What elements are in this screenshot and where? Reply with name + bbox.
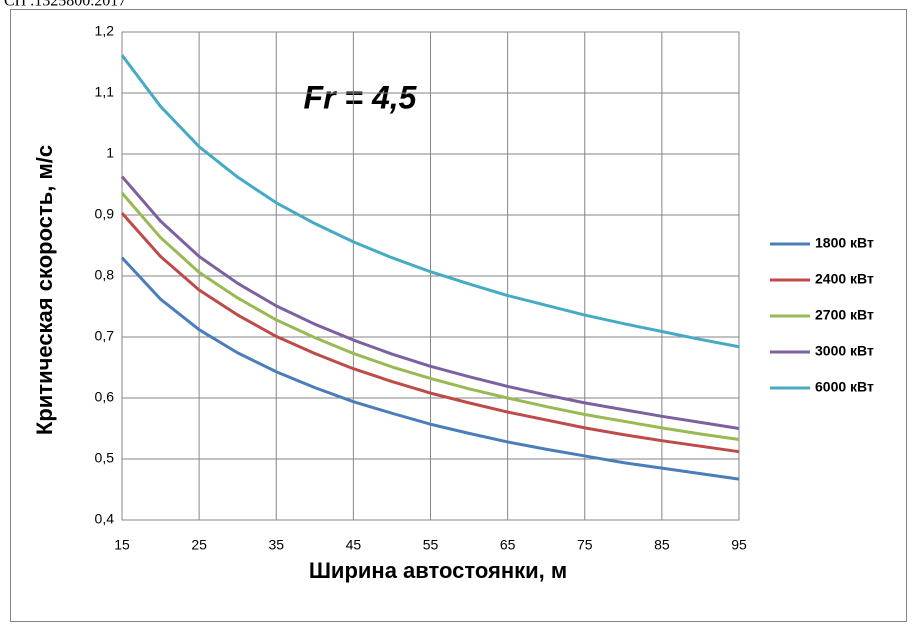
y-tick-label: 0,4 xyxy=(95,511,115,527)
x-tick-label: 95 xyxy=(731,537,747,553)
x-tick-label: 15 xyxy=(114,537,130,553)
x-tick-label: 85 xyxy=(654,537,670,553)
y-tick-label: 1,2 xyxy=(95,23,115,39)
page-header: СП .1325800.2017 xyxy=(4,0,126,10)
y-tick-label: 0,9 xyxy=(95,206,115,222)
x-tick-label: 75 xyxy=(577,537,593,553)
legend-label: 1800 кВт xyxy=(815,235,874,251)
legend-label: 3000 кВт xyxy=(815,343,874,359)
y-tick-label: 1,1 xyxy=(95,84,115,100)
legend-label: 6000 кВт xyxy=(815,379,874,395)
legend-label: 2700 кВт xyxy=(815,307,874,323)
series-line xyxy=(120,175,740,430)
series-line xyxy=(120,212,740,454)
series-line xyxy=(120,256,740,481)
y-axis-title: Критическая скорость, м/с xyxy=(32,145,57,435)
chart-frame xyxy=(10,9,907,622)
y-tick-label: 1 xyxy=(106,145,114,161)
x-tick-label: 55 xyxy=(423,537,439,553)
legend-label: 2400 кВт xyxy=(815,271,874,287)
series-line xyxy=(120,54,740,349)
y-tick-label: 0,8 xyxy=(95,267,115,283)
x-tick-label: 35 xyxy=(268,537,284,553)
x-tick-label: 25 xyxy=(191,537,207,553)
y-tick-label: 0,5 xyxy=(95,450,115,466)
x-tick-label: 45 xyxy=(346,537,362,553)
annotation: Fr = 4,5 xyxy=(304,79,418,115)
x-tick-label: 65 xyxy=(500,537,516,553)
x-axis-title: Ширина автостоянки, м xyxy=(309,558,567,583)
plot-border xyxy=(121,31,740,521)
y-tick-label: 0,7 xyxy=(95,328,115,344)
y-tick-label: 0,6 xyxy=(95,389,115,405)
series-line xyxy=(120,192,740,441)
